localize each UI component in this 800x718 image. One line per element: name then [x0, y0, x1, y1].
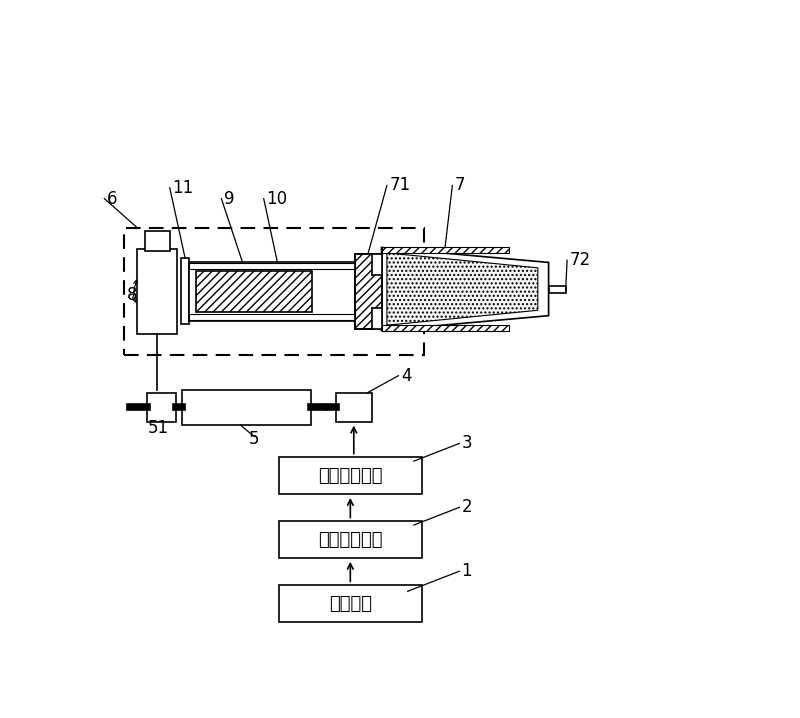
- Bar: [182, 258, 189, 325]
- Bar: [123, 228, 424, 355]
- Text: 8: 8: [126, 286, 137, 304]
- Bar: [279, 457, 422, 494]
- Text: 10: 10: [266, 190, 287, 208]
- Text: 第二计算单元: 第二计算单元: [318, 467, 382, 485]
- Bar: [138, 249, 178, 334]
- Bar: [182, 390, 311, 425]
- Bar: [354, 253, 382, 329]
- Text: 3: 3: [462, 434, 472, 452]
- Bar: [189, 314, 354, 320]
- Bar: [196, 271, 312, 312]
- Bar: [354, 253, 382, 329]
- Bar: [382, 248, 509, 253]
- Bar: [146, 393, 176, 422]
- Text: 9: 9: [224, 190, 234, 208]
- Text: 72: 72: [570, 251, 590, 269]
- Polygon shape: [382, 248, 549, 330]
- Bar: [145, 230, 170, 251]
- Bar: [189, 263, 354, 269]
- Bar: [382, 325, 509, 330]
- Text: 71: 71: [390, 177, 410, 195]
- Text: 11: 11: [172, 179, 194, 197]
- Text: 第一计算单元: 第一计算单元: [318, 531, 382, 549]
- Bar: [189, 262, 354, 321]
- Bar: [372, 253, 382, 275]
- Text: 4: 4: [401, 367, 411, 385]
- Polygon shape: [387, 253, 538, 325]
- Text: 接收单元: 接收单元: [329, 595, 372, 612]
- Bar: [279, 521, 422, 558]
- Text: 1: 1: [462, 562, 472, 580]
- Text: 2: 2: [462, 498, 472, 516]
- Bar: [336, 393, 371, 422]
- Text: 6: 6: [106, 190, 117, 208]
- Text: 5: 5: [249, 430, 259, 448]
- Bar: [372, 308, 382, 329]
- Bar: [549, 286, 566, 292]
- Text: 51: 51: [148, 419, 170, 437]
- Bar: [279, 585, 422, 622]
- Text: 7: 7: [454, 177, 465, 195]
